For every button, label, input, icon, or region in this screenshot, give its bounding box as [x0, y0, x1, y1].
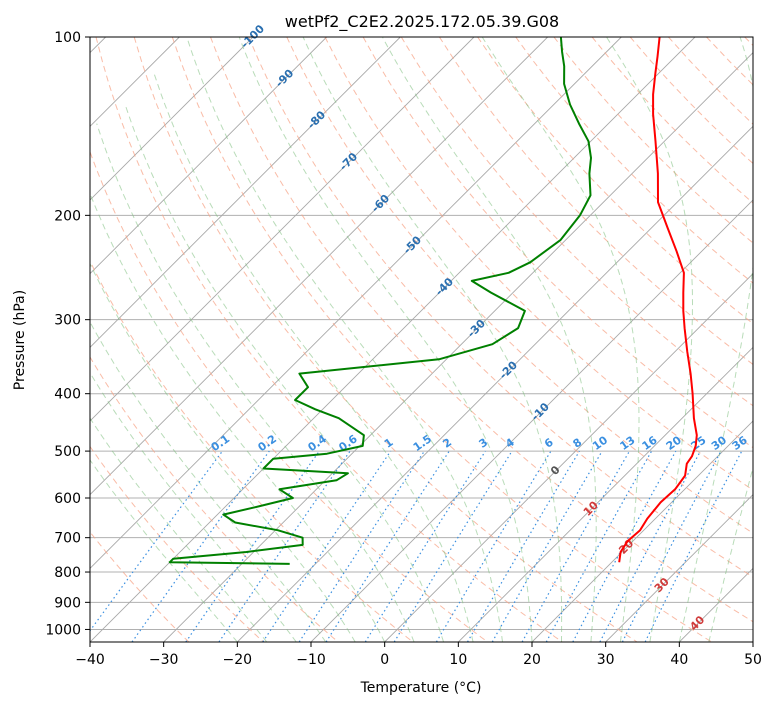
y-tick-label: 800: [54, 565, 81, 581]
x-tick-label: −30: [149, 652, 179, 668]
isotherm-line: [163, 52, 753, 642]
dry-adiabat-line: [90, 445, 264, 642]
dry-adiabat-line: [90, 259, 414, 642]
dry-adiabat-line: [248, 37, 753, 578]
moist-adiabat-line: [606, 37, 693, 642]
y-tick-label: 900: [54, 595, 81, 611]
isotherm-line: [458, 346, 753, 642]
y-tick-label: 700: [54, 531, 81, 547]
y-tick-label: 100: [54, 30, 81, 46]
mixing-ratio-line: [466, 450, 580, 642]
dry-adiabat-line: [171, 37, 712, 642]
plot-frame: [89, 36, 754, 643]
mixing-ratio-line: [393, 450, 513, 642]
mixing-ratio-line: [262, 450, 392, 642]
dry-adiabat-line: [477, 37, 753, 325]
isotherm-line: [605, 494, 753, 642]
isotherm-line: [531, 420, 753, 642]
x-tick-label: 30: [597, 652, 615, 668]
isotherm-line: [90, 37, 327, 275]
mixing-ratio-line: [364, 450, 486, 642]
x-axis: −40 −30 −20 −10 0 10 20 30 40 50: [75, 642, 762, 668]
x-tick-label: 10: [449, 652, 467, 668]
dewpoint-profile-line: [168, 37, 592, 565]
x-tick-label: −20: [223, 652, 253, 668]
y-axis-label: Pressure (hPa): [12, 290, 28, 390]
moist-adiabat-line: [96, 123, 415, 642]
isotherm-line: [90, 37, 548, 496]
x-tick-label: 50: [744, 652, 762, 668]
y-tick-label: 500: [54, 444, 81, 460]
dry-adiabat-line: [286, 37, 753, 534]
moist-adiabat-line: [186, 37, 503, 642]
x-tick-label: 0: [380, 652, 389, 668]
isotherm-line: [90, 37, 401, 348]
moist-adiabat-line: [481, 37, 640, 642]
y-tick-label: 200: [54, 208, 81, 224]
x-tick-label: 40: [670, 652, 688, 668]
moist-adiabat-line: [153, 72, 474, 642]
temperature-profile-line: [618, 37, 698, 563]
dry-adiabat-line: [438, 37, 753, 366]
y-tick-label: 400: [54, 387, 81, 403]
mixing-ratio-line: [298, 450, 425, 642]
moist-adiabat-line: [90, 371, 297, 642]
mixing-ratio-line: [325, 450, 450, 642]
mixing-ratio-line: [218, 450, 351, 642]
dry-adiabat-line: [324, 37, 753, 491]
y-axis: 100 200 300 400 500 600 700 800 900 1000: [45, 30, 90, 638]
isotherm-line: [90, 37, 475, 422]
mixing-ratio-line: [435, 450, 552, 642]
dry-adiabat-line: [210, 37, 753, 623]
chart-title: wetPf2_C2E2.2025.172.05.39.G08: [285, 12, 559, 32]
y-tick-label: 600: [54, 491, 81, 507]
dry-adiabat-line: [95, 37, 563, 642]
moist-adiabat-line: [708, 465, 753, 642]
moist-adiabat-line: [302, 37, 563, 642]
profile-lines: [168, 37, 698, 565]
isotherm-line: [90, 37, 254, 201]
y-tick-label: 1000: [45, 622, 81, 638]
dry-adiabat-line: [90, 356, 339, 642]
isotherm-line: [90, 37, 696, 642]
moist-adiabat-line: [238, 37, 533, 642]
x-tick-label: 20: [523, 652, 541, 668]
mixing-ratio-line: [599, 450, 702, 642]
x-tick-label: −10: [296, 652, 326, 668]
isotherm-line: [384, 273, 753, 642]
dry-adiabat-line: [90, 150, 488, 642]
y-tick-label: 300: [54, 313, 81, 329]
x-tick-label: −40: [75, 652, 105, 668]
moist-adiabat-line: [124, 104, 445, 642]
x-axis-label: Temperature (°C): [360, 680, 482, 696]
mixing-ratio-line: [572, 450, 677, 642]
isotherm-line: [237, 125, 753, 642]
moist-adiabat-line: [90, 417, 268, 642]
moist-adiabat-line: [678, 37, 753, 642]
moist-adiabat-line: [381, 37, 597, 642]
dry-adiabat-line: [133, 37, 638, 642]
isotherm-line: [90, 37, 622, 569]
moist-adiabat-line: [90, 321, 327, 642]
